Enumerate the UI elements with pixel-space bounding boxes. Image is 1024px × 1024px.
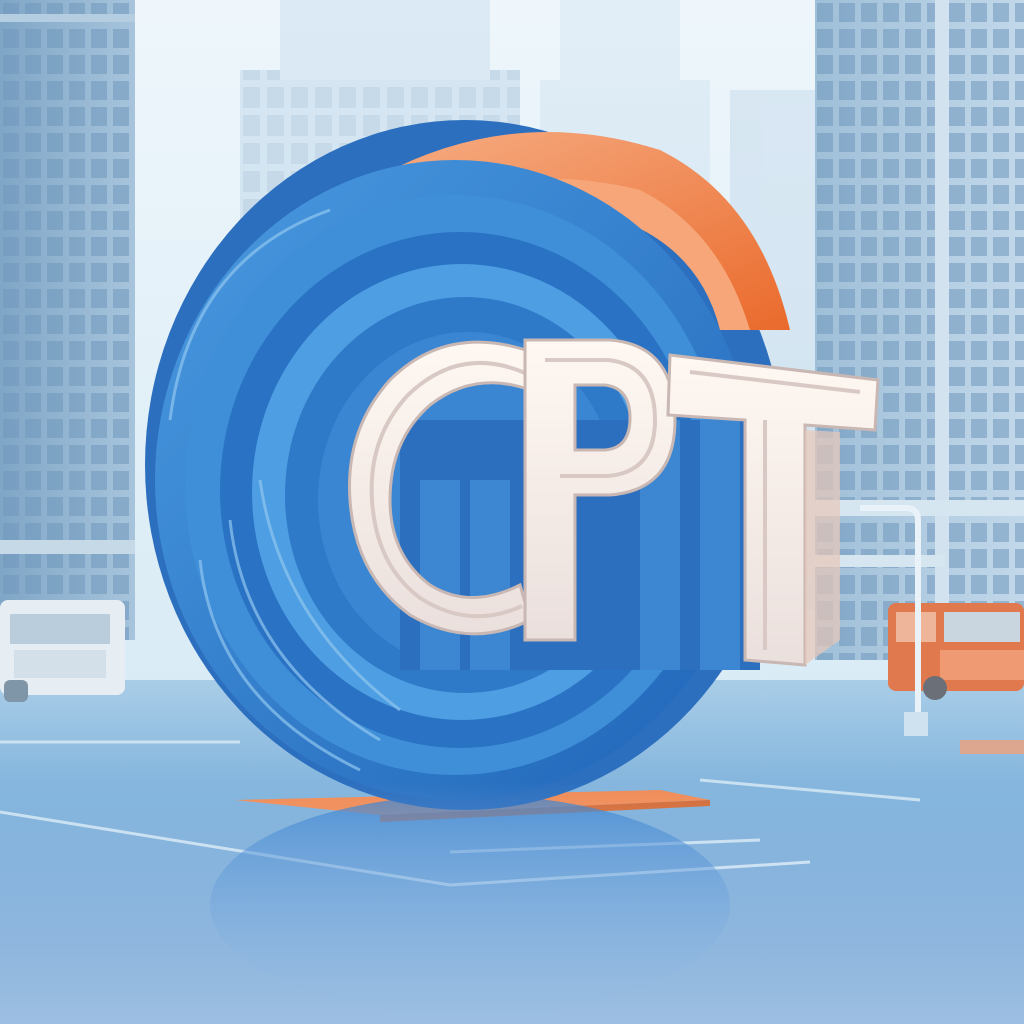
right-truck [888,603,1024,700]
street-lamp [860,505,921,720]
letter-p [523,338,677,642]
lamp-base [904,712,928,736]
left-building [0,0,135,640]
letter-c [348,340,542,636]
bottom-haze [0,780,1024,1024]
orange-floor-accent [960,740,1024,754]
left-truck [0,600,125,702]
cpt-logo-letters [348,338,880,667]
ring-sculpture [145,120,790,810]
